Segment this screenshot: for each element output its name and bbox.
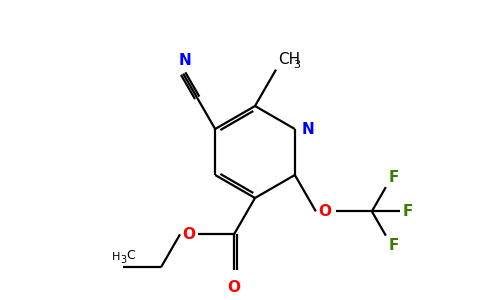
Text: O: O	[182, 227, 196, 242]
Text: CH: CH	[278, 52, 300, 67]
Text: O: O	[318, 204, 331, 219]
Text: F: F	[389, 170, 399, 185]
Text: 3: 3	[120, 255, 126, 265]
Text: F: F	[389, 238, 399, 253]
Text: 3: 3	[293, 60, 300, 70]
Text: O: O	[227, 280, 241, 296]
Text: H: H	[112, 252, 120, 262]
Text: N: N	[302, 122, 315, 136]
Text: N: N	[179, 52, 192, 68]
Text: C: C	[126, 249, 135, 262]
Text: F: F	[403, 204, 413, 219]
